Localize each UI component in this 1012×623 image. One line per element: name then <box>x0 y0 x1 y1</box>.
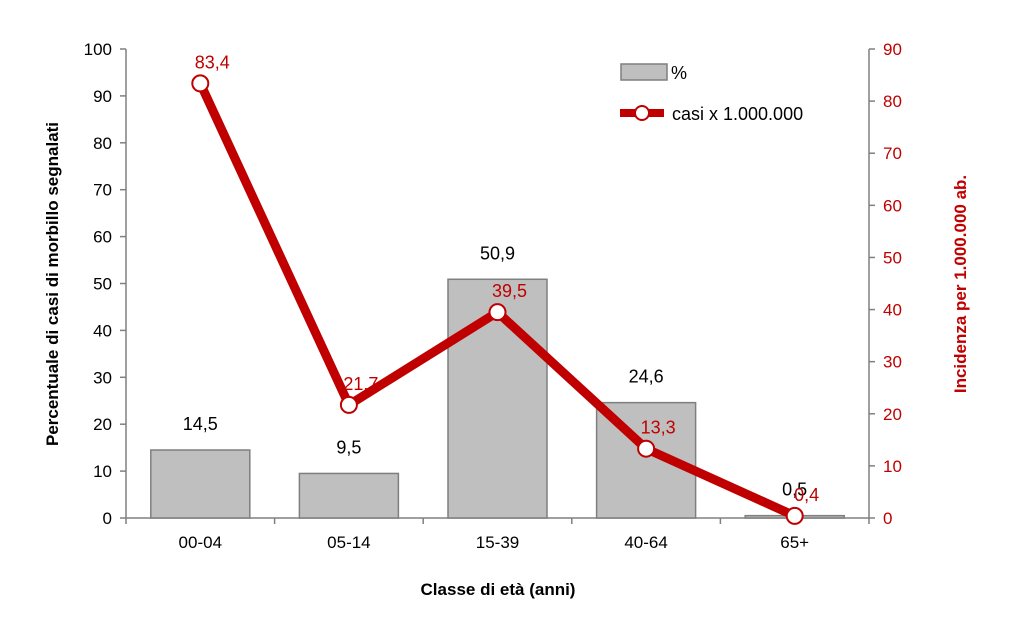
line-data-label: 21,7 <box>343 374 378 394</box>
legend-line-label: casi x 1.000.000 <box>672 104 803 124</box>
data-labels: 14,5 9,5 50,9 24,6 0,5 83,4 21,7 39,5 13,3 0,4 <box>183 52 819 505</box>
x-tick-label: 15-39 <box>476 533 519 552</box>
y2-axis-title: Incidenza per 1.000.000 ab. <box>951 175 970 393</box>
y2-tick-label: 40 <box>883 301 902 320</box>
y-tick-label: 70 <box>93 181 112 200</box>
line-point <box>488 303 507 322</box>
bar <box>150 449 251 519</box>
y-tick-label: 50 <box>93 275 112 294</box>
line-data-label: 13,3 <box>641 418 676 438</box>
bar-data-label: 50,9 <box>480 243 515 263</box>
line-point <box>191 74 210 93</box>
y-tick-label: 0 <box>103 509 112 528</box>
legend-line-marker <box>634 105 650 121</box>
y2-tick-label: 30 <box>883 353 902 372</box>
y-tick-label: 100 <box>84 40 112 59</box>
x-tick-label: 05-14 <box>327 533 370 552</box>
x-tick-label: 65+ <box>780 533 809 552</box>
bar-data-label: 9,5 <box>336 437 361 457</box>
y2-tick-label: 10 <box>883 457 902 476</box>
y2-tick-label: 20 <box>883 405 902 424</box>
line-data-label: 83,4 <box>195 52 230 72</box>
y2-tick-label: 50 <box>883 248 902 267</box>
y2-tick-label: 80 <box>883 92 902 111</box>
y-tick-label: 10 <box>93 462 112 481</box>
bar-data-label: 0,5 <box>782 480 807 500</box>
line-data-label: 39,5 <box>492 281 527 301</box>
line-point <box>339 395 358 414</box>
y-tick-label: 20 <box>93 415 112 434</box>
bar <box>298 472 400 519</box>
y2-tick-label: 0 <box>883 509 892 528</box>
legend-bar-swatch <box>620 63 668 81</box>
line-series <box>191 74 804 525</box>
y-tick-label: 90 <box>93 87 112 106</box>
bar-data-label: 24,6 <box>629 367 664 387</box>
y-tick-label: 80 <box>93 134 112 153</box>
y-tick-label: 60 <box>93 228 112 247</box>
y2-tick-label: 90 <box>883 40 902 59</box>
x-tick-label: 40-64 <box>624 533 667 552</box>
y2-tick-label: 70 <box>883 144 902 163</box>
legend-bar-label: % <box>671 63 687 83</box>
bar-data-label: 14,5 <box>183 414 218 434</box>
line-data-label: 0,4 <box>794 485 819 505</box>
x-axis-title: Classe di età (anni) <box>421 580 576 599</box>
y-tick-label: 40 <box>93 321 112 340</box>
x-tick-label: 00-04 <box>179 533 222 552</box>
y-tick-label: 30 <box>93 368 112 387</box>
line-point <box>785 506 804 525</box>
y2-tick-label: 60 <box>883 196 902 215</box>
legend: % casi x 1.000.000 <box>620 63 803 124</box>
line-point <box>637 439 656 458</box>
y-axis-title: Percentuale di casi di morbillo segnalat… <box>43 122 62 446</box>
